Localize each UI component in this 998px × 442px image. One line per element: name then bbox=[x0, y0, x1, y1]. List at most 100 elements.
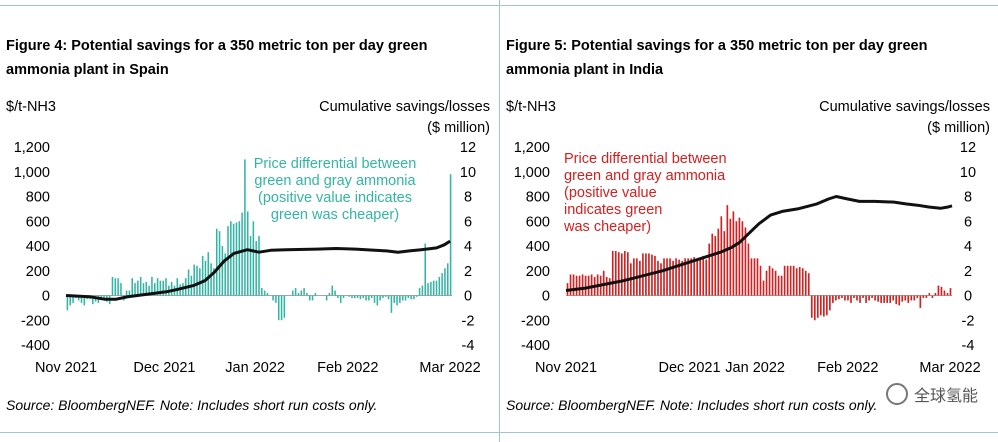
bar bbox=[720, 216, 723, 296]
bar bbox=[438, 276, 441, 296]
annotation-line: indicates green bbox=[564, 202, 662, 218]
bar bbox=[569, 274, 572, 296]
bar bbox=[235, 222, 238, 296]
x-tick-label: Nov 2021 bbox=[35, 360, 97, 376]
figure-4-title: Figure 4: Potential savings for a 350 me… bbox=[6, 34, 486, 82]
bar bbox=[823, 295, 825, 317]
y-tick-label: 400 bbox=[526, 239, 550, 255]
x-tick-label: Feb 2022 bbox=[817, 360, 878, 376]
bar bbox=[578, 275, 581, 296]
bar bbox=[444, 268, 446, 296]
bar bbox=[937, 285, 940, 296]
bar bbox=[255, 241, 257, 296]
bar bbox=[283, 295, 286, 318]
figure-5-label: Figure 5: bbox=[506, 38, 568, 54]
bar bbox=[853, 295, 855, 298]
bar bbox=[232, 223, 235, 296]
bar bbox=[263, 290, 266, 296]
bar bbox=[928, 293, 931, 296]
bar bbox=[880, 295, 882, 303]
bar bbox=[280, 295, 283, 321]
bar bbox=[252, 221, 255, 296]
y2-tick-label: 0 bbox=[464, 289, 472, 305]
bar bbox=[297, 293, 300, 296]
bar bbox=[145, 281, 148, 296]
bar bbox=[835, 295, 837, 301]
bar bbox=[66, 295, 69, 311]
bar bbox=[308, 295, 311, 301]
bar bbox=[142, 283, 145, 296]
bar bbox=[153, 283, 156, 296]
bar bbox=[91, 295, 94, 305]
bar bbox=[266, 293, 269, 296]
bar bbox=[608, 278, 611, 296]
bar bbox=[575, 275, 578, 296]
y-tick-label: -200 bbox=[521, 313, 550, 329]
bar bbox=[401, 295, 404, 301]
bar bbox=[382, 295, 384, 298]
bar bbox=[413, 295, 415, 300]
bar bbox=[221, 246, 224, 296]
bar bbox=[117, 278, 119, 296]
bar bbox=[165, 278, 167, 296]
x-tick-label: Jan 2022 bbox=[725, 360, 785, 376]
bar bbox=[356, 295, 359, 298]
y2-tick-label: -4 bbox=[962, 338, 975, 354]
x-tick-label: Dec 2021 bbox=[658, 360, 720, 376]
bar bbox=[430, 281, 432, 296]
y-tick-label: 1,200 bbox=[14, 140, 50, 156]
bar bbox=[362, 295, 365, 298]
bar bbox=[365, 295, 367, 301]
y2-tick-label: 4 bbox=[464, 239, 472, 255]
bar bbox=[224, 253, 226, 296]
bar bbox=[111, 276, 114, 296]
y2-tick-label: 4 bbox=[964, 239, 972, 255]
bar bbox=[294, 288, 297, 296]
figure-4-panel: Figure 4: Potential savings for a 350 me… bbox=[6, 34, 490, 413]
bar bbox=[841, 295, 843, 298]
y-tick-label: 200 bbox=[26, 264, 50, 280]
bar bbox=[134, 283, 136, 296]
bar bbox=[774, 270, 777, 296]
y-tick-label: -400 bbox=[521, 338, 550, 354]
bottom-border bbox=[0, 432, 998, 433]
bar bbox=[657, 260, 659, 296]
bar bbox=[379, 295, 381, 301]
y2-tick-label: -2 bbox=[462, 313, 475, 329]
bar bbox=[832, 295, 834, 303]
y-tick-label: 800 bbox=[26, 190, 50, 206]
bar bbox=[249, 236, 252, 296]
bar bbox=[196, 265, 198, 296]
bar bbox=[385, 295, 387, 297]
bar bbox=[120, 283, 122, 296]
bar bbox=[711, 233, 714, 296]
bar bbox=[449, 174, 452, 296]
bar bbox=[303, 288, 305, 296]
annotation-line: green and gray ammonia bbox=[254, 173, 416, 189]
bar bbox=[907, 295, 910, 303]
bar bbox=[666, 258, 668, 296]
bar bbox=[681, 260, 683, 296]
bar bbox=[626, 252, 629, 296]
watermark-text: 全球氢能 bbox=[913, 388, 978, 405]
bar bbox=[759, 265, 762, 296]
annotation-line: green was cheaper) bbox=[271, 207, 399, 223]
bar bbox=[427, 283, 429, 296]
bar bbox=[756, 258, 759, 296]
bar bbox=[215, 228, 218, 296]
y-tick-label: 0 bbox=[542, 289, 550, 305]
bar bbox=[246, 211, 249, 296]
bar bbox=[441, 273, 443, 296]
bar bbox=[871, 295, 873, 298]
bar bbox=[735, 221, 738, 296]
bar bbox=[741, 221, 744, 296]
bar bbox=[783, 265, 786, 296]
bar bbox=[798, 267, 801, 296]
y-tick-label: 0 bbox=[42, 289, 50, 305]
bar bbox=[669, 258, 671, 296]
bar bbox=[940, 286, 943, 296]
annotation-line: Price differential between bbox=[254, 156, 417, 172]
bar bbox=[337, 295, 339, 298]
bar bbox=[421, 285, 424, 296]
bar bbox=[83, 295, 86, 306]
